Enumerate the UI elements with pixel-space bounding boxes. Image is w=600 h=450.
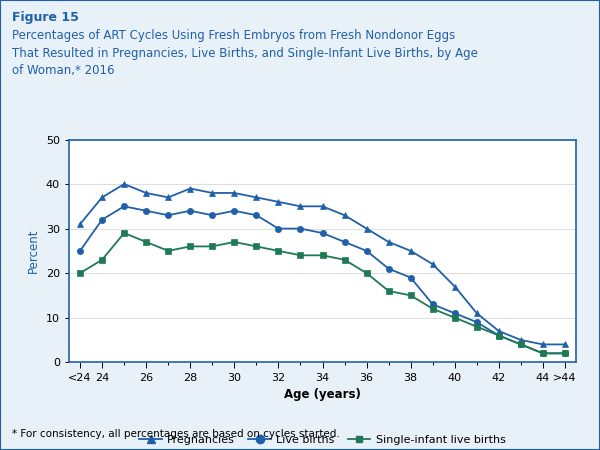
Y-axis label: Percent: Percent — [27, 229, 40, 273]
Legend: Pregnancies, Live births, Single-infant live births: Pregnancies, Live births, Single-infant … — [135, 430, 510, 449]
Text: Figure 15: Figure 15 — [12, 11, 79, 24]
X-axis label: Age (years): Age (years) — [284, 388, 361, 401]
Text: Percentages of ART Cycles Using Fresh Embryos from Fresh Nondonor Eggs
That Resu: Percentages of ART Cycles Using Fresh Em… — [12, 29, 478, 77]
Text: * For consistency, all percentages are based on cycles started.: * For consistency, all percentages are b… — [12, 429, 340, 439]
